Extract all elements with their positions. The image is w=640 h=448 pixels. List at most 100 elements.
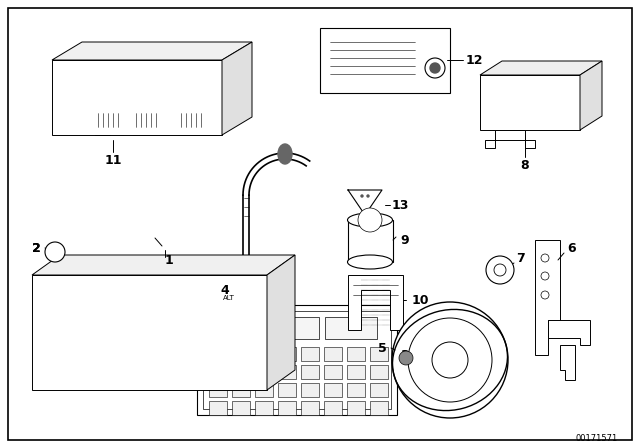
- Bar: [301, 383, 319, 397]
- Bar: [95, 107, 123, 135]
- Bar: [520, 85, 550, 105]
- Polygon shape: [580, 61, 602, 130]
- Bar: [209, 401, 227, 415]
- Text: 9: 9: [400, 233, 408, 246]
- Polygon shape: [485, 130, 535, 148]
- Polygon shape: [348, 275, 403, 330]
- Bar: [178, 107, 216, 135]
- Bar: [320, 28, 450, 93]
- Text: ALT: ALT: [223, 295, 235, 301]
- Polygon shape: [267, 255, 295, 390]
- Bar: [324, 347, 342, 361]
- Bar: [191, 285, 200, 310]
- Bar: [95, 285, 104, 310]
- Bar: [119, 285, 128, 310]
- Circle shape: [392, 302, 508, 418]
- Circle shape: [430, 63, 440, 73]
- Polygon shape: [32, 255, 295, 275]
- Bar: [232, 383, 250, 397]
- Text: 4: 4: [220, 284, 228, 297]
- Bar: [209, 365, 227, 379]
- Bar: [347, 401, 365, 415]
- Bar: [44, 347, 249, 375]
- Bar: [54, 372, 65, 382]
- Circle shape: [408, 318, 492, 402]
- Polygon shape: [32, 275, 267, 390]
- Text: 2: 2: [32, 241, 41, 254]
- Bar: [54, 360, 65, 370]
- Text: 3: 3: [400, 349, 408, 362]
- Circle shape: [399, 351, 413, 365]
- Circle shape: [494, 264, 506, 276]
- Text: 12: 12: [466, 53, 483, 66]
- Polygon shape: [560, 345, 575, 380]
- Circle shape: [541, 291, 549, 299]
- Polygon shape: [52, 42, 252, 60]
- Bar: [209, 347, 227, 361]
- Bar: [209, 383, 227, 397]
- Bar: [325, 317, 377, 339]
- Bar: [301, 401, 319, 415]
- Bar: [52, 80, 70, 110]
- Bar: [278, 401, 296, 415]
- Bar: [131, 285, 140, 310]
- Polygon shape: [535, 240, 560, 355]
- Bar: [232, 347, 250, 361]
- Bar: [232, 401, 250, 415]
- Bar: [197, 305, 397, 415]
- Circle shape: [358, 208, 382, 232]
- Bar: [232, 365, 250, 379]
- Ellipse shape: [348, 255, 392, 269]
- Bar: [47, 285, 56, 310]
- Bar: [370, 365, 388, 379]
- Bar: [485, 85, 515, 105]
- Bar: [370, 347, 388, 361]
- Bar: [203, 285, 212, 310]
- Bar: [143, 285, 152, 310]
- Polygon shape: [480, 61, 602, 75]
- Bar: [347, 365, 365, 379]
- Ellipse shape: [278, 144, 292, 164]
- Bar: [155, 285, 164, 310]
- Text: 00171571: 00171571: [576, 434, 618, 443]
- Bar: [370, 383, 388, 397]
- Text: 6: 6: [567, 241, 575, 254]
- Text: 2: 2: [32, 241, 41, 254]
- Bar: [167, 285, 176, 310]
- Bar: [71, 285, 80, 310]
- Bar: [255, 347, 273, 361]
- Text: 13: 13: [392, 198, 410, 211]
- Polygon shape: [222, 42, 252, 135]
- Circle shape: [432, 342, 468, 378]
- Circle shape: [425, 58, 445, 78]
- Bar: [203, 311, 391, 409]
- Bar: [207, 285, 252, 310]
- Polygon shape: [548, 320, 590, 345]
- Circle shape: [367, 195, 369, 197]
- Circle shape: [45, 242, 65, 262]
- Text: 7: 7: [516, 251, 525, 264]
- Bar: [278, 383, 296, 397]
- Ellipse shape: [348, 213, 392, 227]
- Polygon shape: [52, 60, 222, 135]
- Bar: [255, 401, 273, 415]
- Bar: [179, 285, 188, 310]
- Circle shape: [486, 256, 514, 284]
- Text: 10: 10: [412, 293, 429, 306]
- Bar: [44, 283, 249, 313]
- Bar: [395, 345, 417, 375]
- Bar: [324, 365, 342, 379]
- Bar: [348, 220, 393, 262]
- Polygon shape: [480, 75, 580, 130]
- Bar: [59, 285, 68, 310]
- Bar: [44, 317, 249, 342]
- Bar: [83, 285, 92, 310]
- Bar: [347, 383, 365, 397]
- Text: 11: 11: [104, 154, 122, 167]
- Bar: [347, 347, 365, 361]
- Bar: [255, 383, 273, 397]
- Circle shape: [541, 254, 549, 262]
- Bar: [107, 285, 116, 310]
- Bar: [278, 365, 296, 379]
- Bar: [209, 317, 261, 339]
